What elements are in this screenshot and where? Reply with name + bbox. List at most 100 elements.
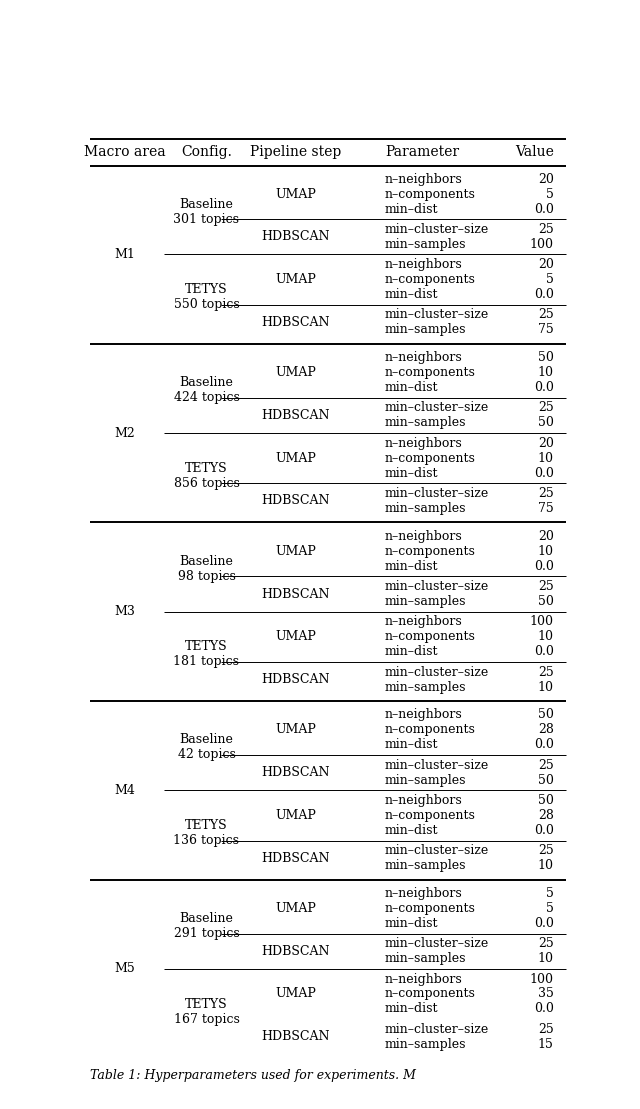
Text: HDBSCAN: HDBSCAN (262, 945, 330, 958)
Text: Baseline
98 topics: Baseline 98 topics (177, 554, 236, 583)
Text: 20: 20 (538, 173, 554, 185)
Text: HDBSCAN: HDBSCAN (262, 231, 330, 243)
Text: UMAP: UMAP (275, 808, 316, 822)
Text: 0.0: 0.0 (534, 917, 554, 930)
Text: HDBSCAN: HDBSCAN (262, 852, 330, 865)
Text: 20: 20 (538, 437, 554, 450)
Text: min–samples: min–samples (385, 237, 467, 251)
Text: 35: 35 (538, 987, 554, 1000)
Text: min–cluster–size: min–cluster–size (385, 1022, 490, 1036)
Text: min–samples: min–samples (385, 953, 467, 965)
Text: n–components: n–components (385, 451, 476, 465)
Text: min–dist: min–dist (385, 739, 438, 751)
Text: min–samples: min–samples (385, 859, 467, 872)
Text: 20: 20 (538, 530, 554, 542)
Text: 0.0: 0.0 (534, 467, 554, 480)
Text: UMAP: UMAP (275, 273, 316, 286)
Text: n–components: n–components (385, 987, 476, 1000)
Text: TETYS
550 topics: TETYS 550 topics (173, 283, 239, 312)
Text: n–neighbors: n–neighbors (385, 709, 463, 721)
Text: HDBSCAN: HDBSCAN (262, 673, 330, 686)
Text: n–components: n–components (385, 545, 476, 558)
Text: n–components: n–components (385, 630, 476, 643)
Text: UMAP: UMAP (275, 545, 316, 558)
Text: HDBSCAN: HDBSCAN (262, 409, 330, 421)
Text: HDBSCAN: HDBSCAN (262, 495, 330, 508)
Text: 25: 25 (538, 401, 554, 415)
Text: n–components: n–components (385, 902, 476, 915)
Text: min–dist: min–dist (385, 645, 438, 659)
Text: 15: 15 (538, 1038, 554, 1050)
Text: TETYS
181 topics: TETYS 181 topics (173, 640, 239, 669)
Text: min–dist: min–dist (385, 203, 438, 215)
Text: 0.0: 0.0 (534, 560, 554, 572)
Text: Parameter: Parameter (385, 145, 459, 159)
Text: 10: 10 (538, 630, 554, 643)
Text: 50: 50 (538, 709, 554, 721)
Text: min–samples: min–samples (385, 1038, 467, 1050)
Text: 50: 50 (538, 774, 554, 786)
Text: Pipeline step: Pipeline step (250, 145, 341, 159)
Text: TETYS
856 topics: TETYS 856 topics (173, 461, 239, 490)
Text: 75: 75 (538, 324, 554, 336)
Text: UMAP: UMAP (275, 902, 316, 915)
Text: n–neighbors: n–neighbors (385, 887, 463, 901)
Text: 5: 5 (546, 273, 554, 286)
Text: 25: 25 (538, 223, 554, 236)
Text: min–samples: min–samples (385, 502, 467, 515)
Text: n–neighbors: n–neighbors (385, 794, 463, 807)
Text: TETYS
167 topics: TETYS 167 topics (173, 998, 239, 1026)
Text: Baseline
301 topics: Baseline 301 topics (173, 197, 239, 226)
Text: UMAP: UMAP (275, 451, 316, 465)
Text: 10: 10 (538, 953, 554, 965)
Text: n–neighbors: n–neighbors (385, 173, 463, 185)
Text: 100: 100 (530, 237, 554, 251)
Text: min–dist: min–dist (385, 1003, 438, 1016)
Text: HDBSCAN: HDBSCAN (262, 1030, 330, 1044)
Text: 10: 10 (538, 859, 554, 872)
Text: 10: 10 (538, 545, 554, 558)
Text: Config.: Config. (181, 145, 232, 159)
Text: 28: 28 (538, 723, 554, 736)
Text: 10: 10 (538, 681, 554, 693)
Text: 5: 5 (546, 902, 554, 915)
Text: min–cluster–size: min–cluster–size (385, 487, 490, 500)
Text: 25: 25 (538, 937, 554, 950)
Text: min–dist: min–dist (385, 917, 438, 930)
Text: 25: 25 (538, 308, 554, 322)
Text: 5: 5 (546, 887, 554, 901)
Text: min–samples: min–samples (385, 324, 467, 336)
Text: Macro area: Macro area (84, 145, 166, 159)
Text: 0.0: 0.0 (534, 381, 554, 394)
Text: 20: 20 (538, 258, 554, 271)
Text: 0.0: 0.0 (534, 739, 554, 751)
Text: HDBSCAN: HDBSCAN (262, 588, 330, 600)
Text: 0.0: 0.0 (534, 645, 554, 659)
Text: 50: 50 (538, 596, 554, 608)
Text: M3: M3 (114, 606, 135, 618)
Text: 10: 10 (538, 366, 554, 379)
Text: n–neighbors: n–neighbors (385, 615, 463, 629)
Text: M5: M5 (115, 963, 135, 975)
Text: 75: 75 (538, 502, 554, 515)
Text: min–cluster–size: min–cluster–size (385, 844, 490, 857)
Text: Table 1: Hyperparameters used for experiments. M: Table 1: Hyperparameters used for experi… (90, 1069, 416, 1082)
Text: min–cluster–size: min–cluster–size (385, 401, 490, 415)
Text: HDBSCAN: HDBSCAN (262, 316, 330, 329)
Text: min–samples: min–samples (385, 596, 467, 608)
Text: n–neighbors: n–neighbors (385, 352, 463, 364)
Text: min–dist: min–dist (385, 288, 438, 301)
Text: UMAP: UMAP (275, 630, 316, 643)
Text: n–components: n–components (385, 808, 476, 822)
Text: 25: 25 (538, 844, 554, 857)
Text: 28: 28 (538, 808, 554, 822)
Text: min–cluster–size: min–cluster–size (385, 223, 490, 236)
Text: 50: 50 (538, 794, 554, 807)
Text: n–neighbors: n–neighbors (385, 258, 463, 271)
Text: n–components: n–components (385, 366, 476, 379)
Text: 25: 25 (538, 665, 554, 679)
Text: 25: 25 (538, 1022, 554, 1036)
Text: 100: 100 (530, 615, 554, 629)
Text: 100: 100 (530, 973, 554, 986)
Text: UMAP: UMAP (275, 987, 316, 1000)
